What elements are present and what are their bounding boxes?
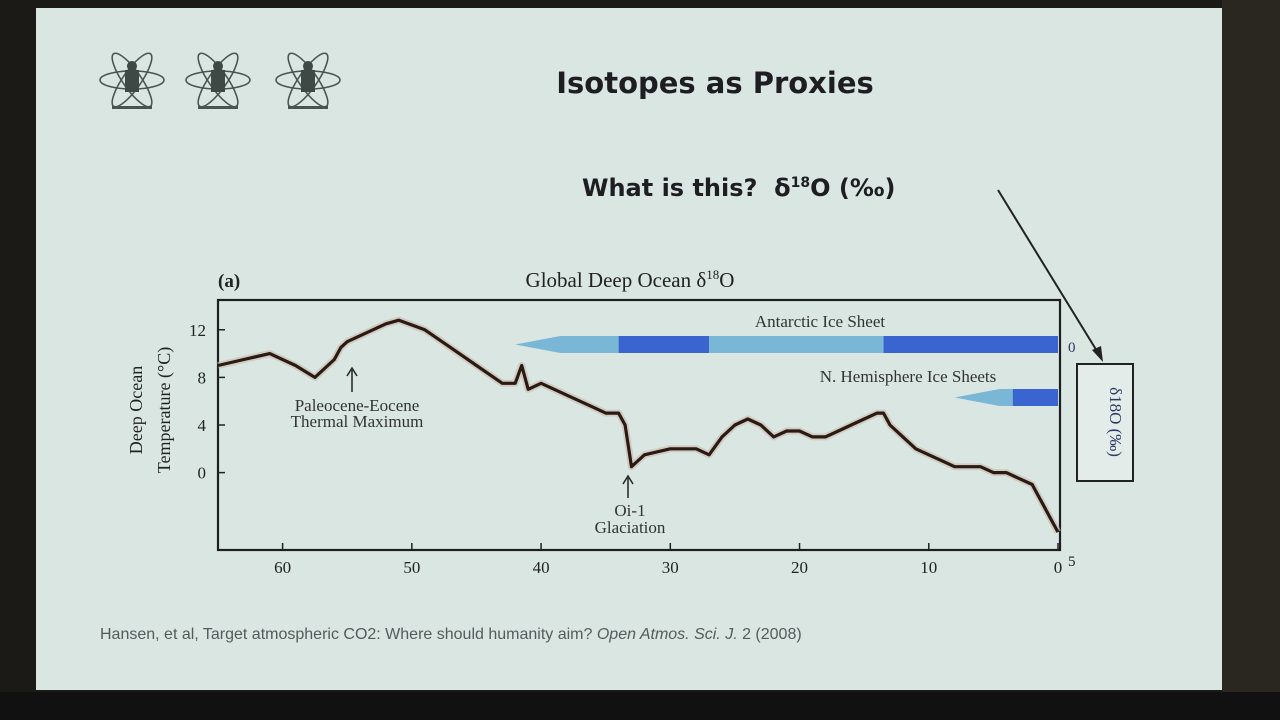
right-axis-label: δ18O (‰) — [1106, 387, 1125, 457]
question-text: What is this? — [582, 174, 758, 202]
nh-ice-bar-segment — [954, 389, 1013, 406]
petm-label-line1: Paleocene-Eocene — [295, 396, 420, 415]
question-unit: O (‰) — [810, 174, 896, 202]
nh-ice-label: N. Hemisphere Ice Sheets — [820, 367, 997, 386]
x-tick-label: 20 — [791, 558, 808, 577]
series-line — [217, 318, 1060, 533]
antarctic-ice-bar-segment — [883, 336, 1058, 353]
right-axis-label-box — [1076, 363, 1134, 482]
x-tick-label: 40 — [533, 558, 550, 577]
nh-ice-bar-segment — [1012, 389, 1058, 406]
x-tick-label: 0 — [1054, 558, 1063, 577]
citation: Hansen, et al, Target atmospheric CO2: W… — [100, 626, 802, 644]
y-axis-ticks: 12 8 4 0 — [189, 321, 225, 483]
citation-text: Hansen, et al, Target atmospheric CO2: W… — [100, 626, 597, 643]
antarctic-ice-bar-segment — [515, 336, 619, 353]
right-axis-tick: 0 — [1068, 340, 1076, 356]
x-tick-label: 50 — [403, 558, 420, 577]
oi1-arrow-head — [622, 474, 634, 485]
question-symbol: δ — [774, 174, 791, 202]
slide-title: Isotopes as Proxies — [556, 66, 874, 100]
ice-sheet-bars — [515, 336, 1058, 406]
antarctic-ice-label: Antarctic Ice Sheet — [755, 312, 886, 331]
screen-bottom-edge — [0, 692, 1280, 720]
x-tick-label: 10 — [920, 558, 937, 577]
antarctic-ice-bar-segment — [709, 336, 884, 353]
room-shadow — [1222, 0, 1280, 720]
petm-label-line2: Thermal Maximum — [291, 412, 424, 431]
y-tick-label: 4 — [198, 416, 207, 435]
panel-label: (a) — [218, 271, 240, 292]
y-tick-label: 0 — [198, 464, 207, 483]
y-axis-label-line2: Temperature (°C) — [154, 347, 175, 473]
chart-title-suffix: O — [719, 268, 734, 292]
x-tick-label: 30 — [662, 558, 679, 577]
x-axis-ticks: 60 50 40 30 20 10 0 — [274, 543, 1062, 577]
question-superscript: 18 — [790, 175, 811, 191]
chart-title-superscript: 18 — [706, 267, 719, 282]
atom-logo-icon — [185, 52, 251, 109]
atom-logo-icon — [99, 52, 165, 109]
y-tick-label: 8 — [198, 368, 207, 387]
y-tick-label: 12 — [189, 321, 206, 340]
petm-arrow-head — [346, 366, 358, 377]
y-axis-label-line1: Deep Ocean — [126, 366, 146, 454]
oi1-label-line2: Glaciation — [595, 518, 666, 537]
chart-title-main: Global Deep Ocean δ — [526, 268, 707, 292]
pointer-arrow — [997, 189, 1101, 357]
right-axis-tick: 5 — [1068, 554, 1076, 570]
oi1-label-line1: Oi-1 — [614, 501, 645, 520]
chart-title: Global Deep Ocean δ18O — [526, 267, 735, 292]
atom-logo-icon — [275, 52, 341, 109]
question-callout: What is this? δ18O (‰) — [582, 174, 895, 202]
citation-journal: Open Atmos. Sci. J. — [596, 626, 738, 643]
pointer-arrow-head — [1092, 346, 1103, 362]
antarctic-ice-bar-segment — [618, 336, 710, 353]
citation-volume: 2 (2008) — [737, 626, 802, 643]
x-tick-label: 60 — [274, 558, 291, 577]
